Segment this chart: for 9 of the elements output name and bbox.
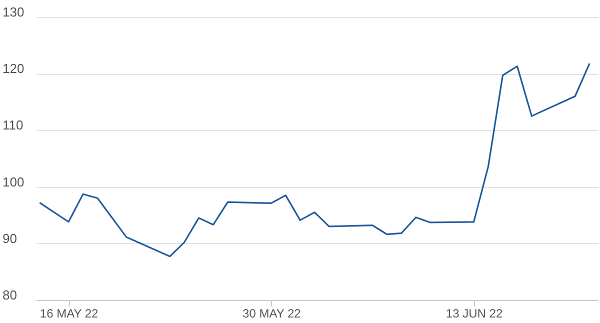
y-tick-label: 130 bbox=[2, 4, 24, 20]
y-tick-label: 100 bbox=[2, 174, 24, 190]
y-tick-label: 110 bbox=[2, 118, 24, 133]
y-tick-label: 80 bbox=[2, 288, 17, 302]
x-tick-label: 16 MAY 22 bbox=[40, 306, 99, 320]
y-tick-label: 90 bbox=[2, 230, 17, 246]
x-tick-label: 13 JUN 22 bbox=[446, 306, 503, 320]
x-tick-label: 30 MAY 22 bbox=[242, 306, 302, 320]
y-tick-label: 120 bbox=[2, 61, 24, 76]
